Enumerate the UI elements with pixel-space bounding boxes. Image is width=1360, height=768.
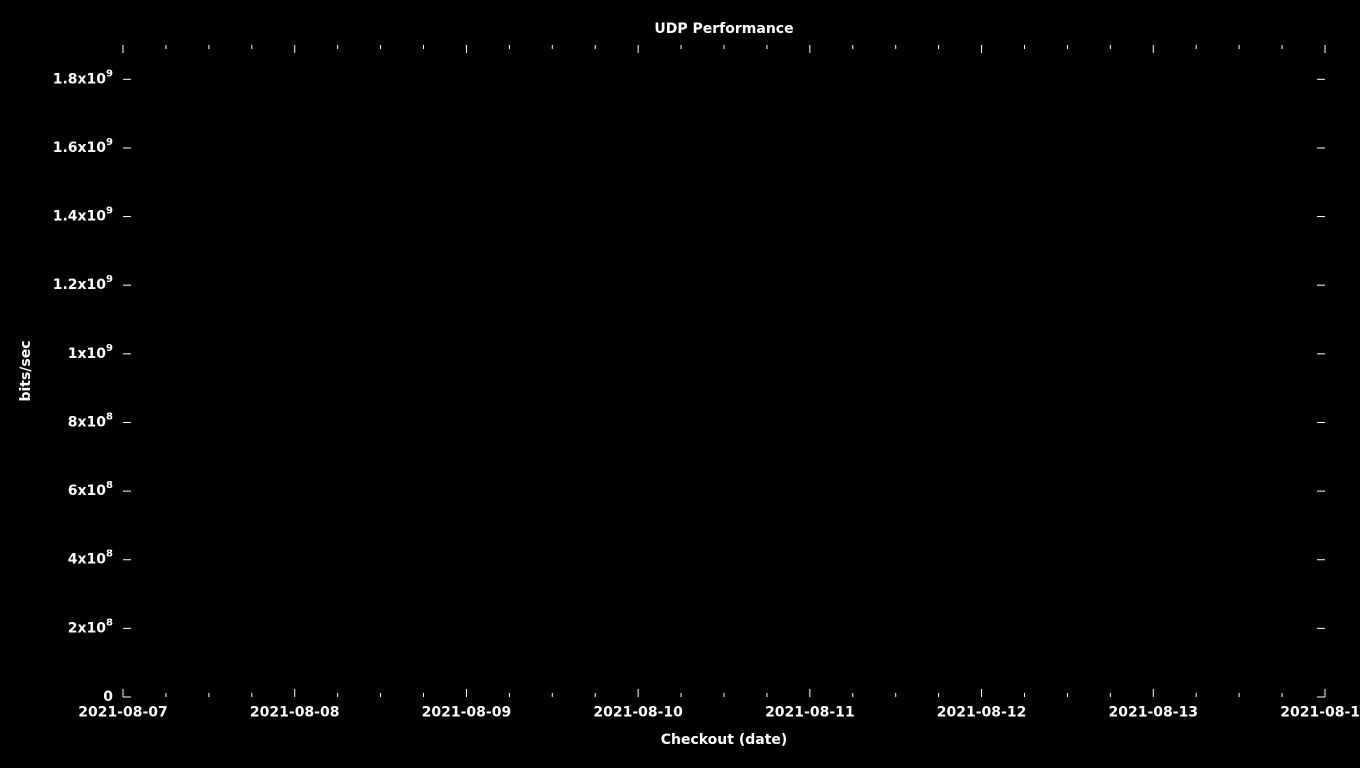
y-tick-label: 1.4x109 — [53, 206, 113, 225]
x-tick-label: 2021-08-14 — [1280, 705, 1360, 721]
chart-background — [0, 0, 1360, 768]
x-tick-label: 2021-08-09 — [422, 705, 512, 721]
x-tick-label: 2021-08-11 — [765, 705, 855, 721]
y-tick-label: 1.8x109 — [53, 68, 113, 87]
udp-performance-chart: UDP Performance 02x1084x1086x1088x1081x1… — [0, 0, 1360, 768]
y-tick-label: 1.2x109 — [53, 274, 113, 293]
y-tick-label: 0 — [103, 689, 113, 705]
x-tick-label: 2021-08-10 — [593, 705, 683, 721]
y-tick-label: 1.6x109 — [53, 137, 113, 156]
x-tick-label: 2021-08-07 — [78, 705, 168, 721]
x-axis-label: Checkout (date) — [661, 732, 788, 748]
x-tick-label: 2021-08-12 — [937, 705, 1027, 721]
x-tick-label: 2021-08-13 — [1109, 705, 1199, 721]
chart-title: UDP Performance — [654, 21, 793, 37]
x-tick-label: 2021-08-08 — [250, 705, 340, 721]
y-axis-label: bits/sec — [18, 340, 34, 401]
